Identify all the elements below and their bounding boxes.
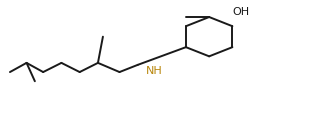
- Text: NH: NH: [146, 66, 163, 76]
- Text: OH: OH: [232, 7, 250, 17]
